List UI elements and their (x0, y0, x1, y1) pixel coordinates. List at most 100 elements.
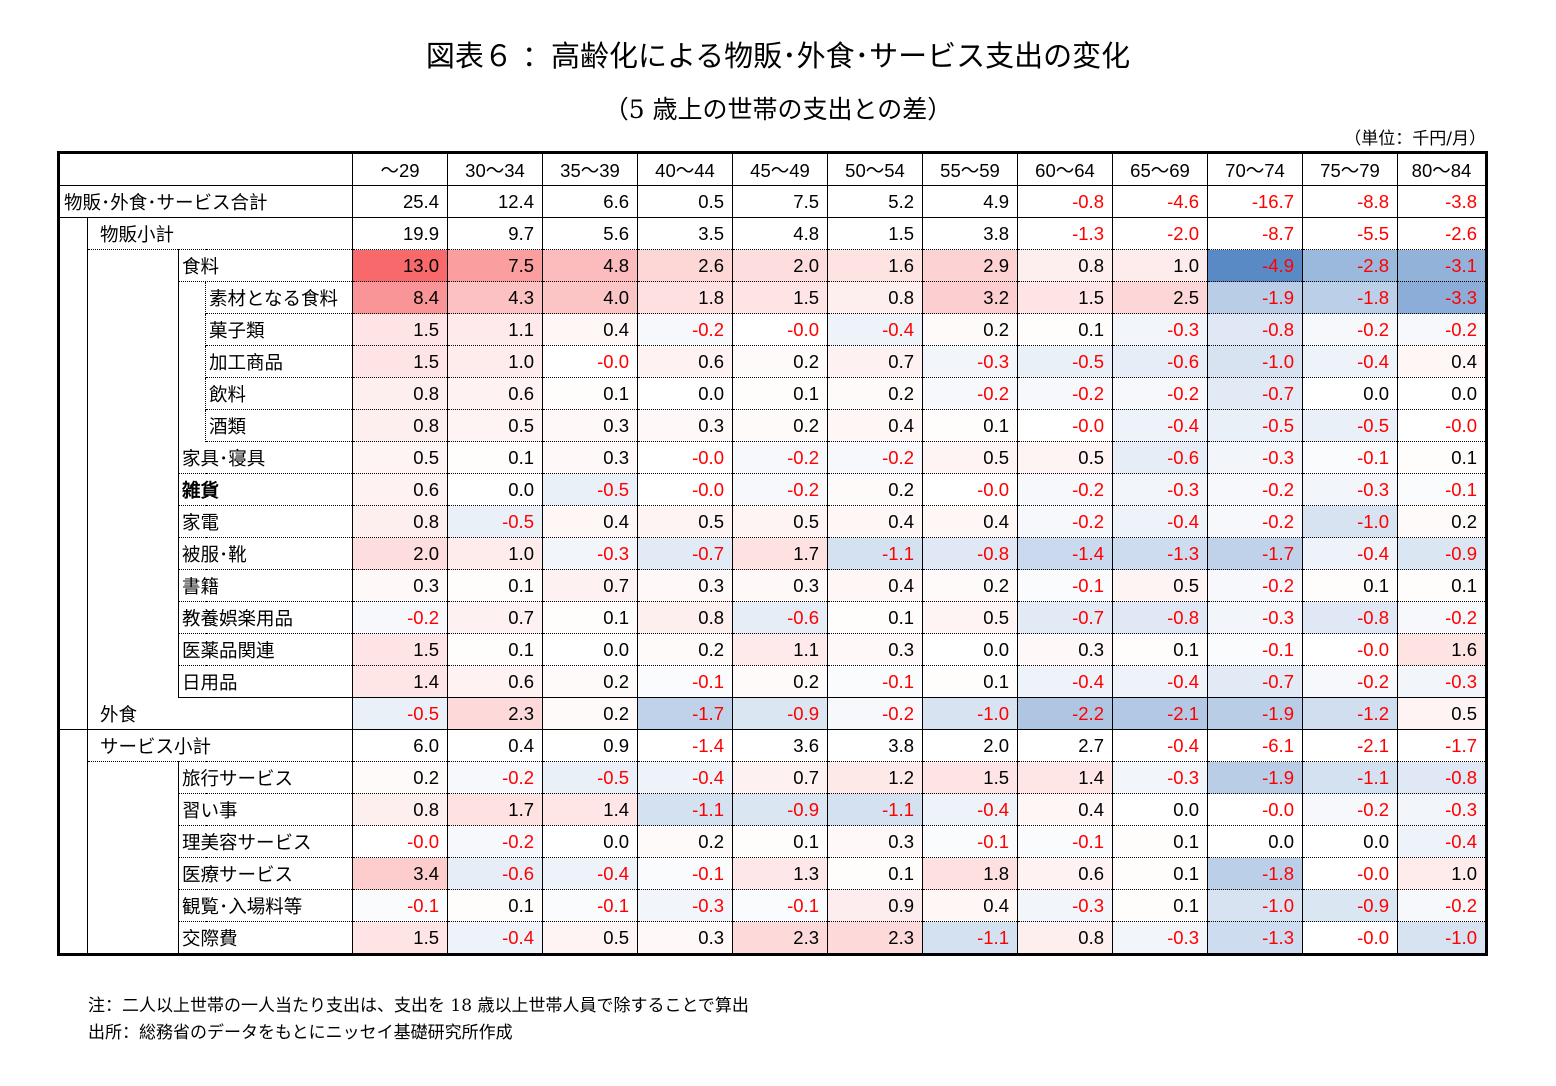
value-cell: 0.9 (542, 729, 638, 762)
value-cell: 3.5 (637, 217, 733, 250)
indent-cell (58, 345, 88, 378)
table-row: 旅行サービス 0.2 -0.2 -0.5 -0.4 0.7 1.2 1.5 1.4 -0.3 -1.… (58, 761, 1487, 794)
row-label: 医薬品関連 (178, 633, 353, 666)
value-cell: 0.2 (542, 665, 638, 698)
row-label: 観覧･入場料等 (178, 889, 353, 922)
indent-cell (87, 921, 179, 955)
value-cell: 1.5 (827, 217, 923, 250)
indent-cell (87, 569, 179, 602)
value-cell: 0.2 (827, 473, 923, 506)
value-cell: 6.6 (542, 185, 638, 218)
value-cell: -0.2 (732, 473, 828, 506)
value-cell: -8.7 (1207, 217, 1303, 250)
row-label: 酒類 (205, 409, 353, 442)
value-cell: -0.4 (1112, 665, 1208, 698)
value-cell: -0.2 (1017, 473, 1113, 506)
value-cell: -0.5 (352, 697, 448, 730)
value-cell: 1.6 (827, 249, 923, 282)
value-cell: -0.0 (1207, 793, 1303, 826)
row-label: 書籍 (178, 569, 353, 602)
value-cell: 0.4 (542, 313, 638, 346)
value-cell: 0.8 (352, 505, 448, 538)
value-cell: 0.3 (827, 633, 923, 666)
value-cell: -0.4 (1302, 537, 1398, 570)
value-cell: -0.2 (1017, 505, 1113, 538)
value-cell: 13.0 (352, 249, 448, 282)
table-row: 素材となる食料 8.4 4.3 4.0 1.8 1.5 0.8 3.2 1.5 2.5 -1.9 -1… (58, 281, 1487, 314)
indent-cell (58, 377, 88, 410)
value-cell: 12.4 (447, 185, 543, 218)
value-cell: 0.4 (1017, 793, 1113, 826)
value-cell: 0.3 (732, 569, 828, 602)
value-cell: -0.2 (732, 441, 828, 474)
value-cell: 0.2 (352, 761, 448, 794)
value-cell: 0.8 (637, 601, 733, 634)
value-cell: 0.2 (542, 697, 638, 730)
table-row: 酒類 0.8 0.5 0.3 0.3 0.2 0.4 0.1 -0.0 -0.4 -0.5 -0.5-… (58, 409, 1487, 442)
value-cell: 0.5 (637, 505, 733, 538)
indent-cell (87, 281, 179, 314)
value-cell: -5.5 (1302, 217, 1398, 250)
value-cell: 1.1 (732, 633, 828, 666)
value-cell: -0.1 (827, 665, 923, 698)
value-cell: 0.4 (542, 505, 638, 538)
indent-cell (58, 313, 88, 346)
value-cell: -1.8 (1207, 857, 1303, 890)
value-cell: -0.0 (732, 313, 828, 346)
value-cell: 3.2 (922, 281, 1018, 314)
value-cell: 1.4 (1017, 761, 1113, 794)
table-row: 飲料 0.8 0.6 0.1 0.0 0.1 0.2 -0.2 -0.2 -0.2 -0.7 0.0 0… (58, 377, 1487, 410)
value-cell: -0.1 (637, 665, 733, 698)
indent-cell (87, 249, 179, 282)
value-cell: 0.1 (1397, 569, 1487, 602)
value-cell: -0.4 (1112, 729, 1208, 762)
value-cell: 19.9 (352, 217, 448, 250)
indent-cell (58, 633, 88, 666)
value-cell: 1.3 (732, 857, 828, 890)
indent-cell (58, 505, 88, 538)
value-cell: -0.0 (1302, 633, 1398, 666)
indent-cell (58, 441, 88, 474)
value-cell: 1.0 (1397, 857, 1487, 890)
value-cell: 0.6 (352, 473, 448, 506)
value-cell: -0.9 (732, 793, 828, 826)
header-row: ～29 30～34 35～39 40～44 45～49 50～54 55～59 60～64 65… (58, 152, 1487, 186)
value-cell: 5.6 (542, 217, 638, 250)
column-header: 75～79 (1302, 152, 1398, 186)
value-cell: -1.9 (1207, 761, 1303, 794)
value-cell: -0.4 (542, 857, 638, 890)
value-cell: 0.3 (827, 825, 923, 858)
indent-cell (58, 697, 88, 730)
heatmap-table: ～29 30～34 35～39 40～44 45～49 50～54 55～59 60～64 65… (57, 151, 1488, 956)
table-row: 医薬品関連 1.5 0.1 0.0 0.2 1.1 0.3 0.0 0.3 0.1 -0.1 -0.0… (58, 633, 1487, 666)
value-cell: 0.2 (637, 825, 733, 858)
value-cell: 7.5 (732, 185, 828, 218)
value-cell: 2.9 (922, 249, 1018, 282)
table-row: 物販小計 19.9 9.7 5.6 3.5 4.8 1.5 3.8 -1.3 -2.0 -8.7 -5… (58, 217, 1487, 250)
value-cell: -1.0 (1302, 505, 1398, 538)
value-cell: -2.0 (1112, 217, 1208, 250)
value-cell: 0.2 (732, 409, 828, 442)
value-cell: -0.2 (1302, 665, 1398, 698)
value-cell: -0.2 (447, 761, 543, 794)
chart-title: 図表６ ：高齢化による物販･外食･サービス支出の変化 (425, 39, 1131, 73)
value-cell: 0.4 (827, 409, 923, 442)
value-cell: -0.9 (1397, 537, 1487, 570)
value-cell: 0.7 (827, 345, 923, 378)
value-cell: 1.5 (352, 313, 448, 346)
value-cell: 0.1 (1112, 889, 1208, 922)
row-label: 素材となる食料 (205, 281, 353, 314)
table-row: 日用品 1.4 0.6 0.2 -0.1 0.2 -0.1 0.1 -0.4 -0.4 -0.7 -0… (58, 665, 1487, 698)
value-cell: -0.4 (1302, 345, 1398, 378)
value-cell: 0.3 (542, 441, 638, 474)
value-cell: -1.3 (1112, 537, 1208, 570)
column-header: 80～84 (1397, 152, 1487, 186)
value-cell: -0.4 (922, 793, 1018, 826)
value-cell: -3.3 (1397, 281, 1487, 314)
value-cell: -0.5 (542, 473, 638, 506)
value-cell: 0.0 (447, 473, 543, 506)
value-cell: 0.3 (637, 921, 733, 955)
value-cell: 0.9 (827, 889, 923, 922)
row-label: 交際費 (178, 921, 353, 955)
row-label: 菓子類 (205, 313, 353, 346)
